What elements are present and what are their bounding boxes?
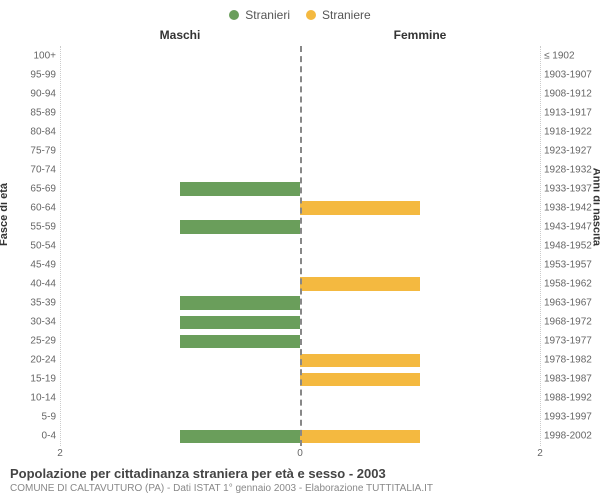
y-label-age: 70-74 — [0, 164, 56, 175]
gridline — [540, 46, 541, 446]
center-divider — [300, 46, 302, 446]
y-label-birth: 1938-1942 — [544, 202, 600, 213]
y-label-birth: 1908-1912 — [544, 88, 600, 99]
legend: Stranieri Straniere — [0, 0, 600, 22]
y-label-age: 95-99 — [0, 69, 56, 80]
x-tick-label: 0 — [297, 448, 303, 459]
y-label-age: 35-39 — [0, 298, 56, 309]
legend-swatch-male — [229, 10, 239, 20]
chart-footer: Popolazione per cittadinanza straniera p… — [10, 466, 590, 494]
bar-male — [180, 220, 300, 233]
chart-title: Popolazione per cittadinanza straniera p… — [10, 466, 590, 481]
y-label-birth: 1988-1992 — [544, 393, 600, 404]
y-label-age: 75-79 — [0, 145, 56, 156]
y-label-age: 15-19 — [0, 374, 56, 385]
column-title-female: Femmine — [300, 28, 600, 42]
column-title-male: Maschi — [0, 28, 300, 42]
legend-label-female: Straniere — [322, 8, 371, 22]
y-label-birth: 1943-1947 — [544, 221, 600, 232]
plot-area — [60, 46, 540, 446]
y-label-birth: 1903-1907 — [544, 69, 600, 80]
y-label-birth: ≤ 1902 — [544, 50, 600, 61]
chart-subtitle: COMUNE DI CALTAVUTURO (PA) - Dati ISTAT … — [10, 483, 590, 494]
y-label-birth: 1923-1927 — [544, 145, 600, 156]
y-label-birth: 1953-1957 — [544, 260, 600, 271]
y-label-birth: 1968-1972 — [544, 317, 600, 328]
bar-male — [180, 182, 300, 195]
y-label-birth: 1948-1952 — [544, 241, 600, 252]
y-label-age: 25-29 — [0, 336, 56, 347]
y-label-age: 0-4 — [0, 431, 56, 442]
y-axis-right-labels: ≤ 1902 1903-1907 1908-1912 1913-1917 1918-19… — [544, 46, 600, 446]
legend-swatch-female — [306, 10, 316, 20]
y-label-age: 80-84 — [0, 126, 56, 137]
chart-container: Stranieri Straniere Maschi Femmine Fasce… — [0, 0, 600, 500]
bar-male — [180, 335, 300, 348]
y-label-age: 50-54 — [0, 241, 56, 252]
y-label-birth: 1993-1997 — [544, 412, 600, 423]
y-label-age: 40-44 — [0, 279, 56, 290]
y-label-birth: 1913-1917 — [544, 107, 600, 118]
bar-male — [180, 430, 300, 443]
y-label-birth: 1983-1987 — [544, 374, 600, 385]
y-label-age: 55-59 — [0, 221, 56, 232]
y-axis-left-labels: 100+ 95-99 90-94 85-89 80-84 75-79 70-74 65-69 6… — [0, 46, 56, 446]
y-label-age: 90-94 — [0, 88, 56, 99]
y-label-birth: 1918-1922 — [544, 126, 600, 137]
y-label-age: 20-24 — [0, 355, 56, 366]
y-label-age: 100+ — [0, 50, 56, 61]
bar-female — [300, 277, 420, 290]
bar-female — [300, 201, 420, 214]
legend-item-female: Straniere — [306, 8, 371, 22]
y-label-birth: 1973-1977 — [544, 336, 600, 347]
legend-label-male: Stranieri — [245, 8, 290, 22]
y-label-birth: 1933-1937 — [544, 183, 600, 194]
y-label-age: 30-34 — [0, 317, 56, 328]
y-label-age: 65-69 — [0, 183, 56, 194]
y-label-birth: 1978-1982 — [544, 355, 600, 366]
bar-male — [180, 296, 300, 309]
y-label-birth: 1963-1967 — [544, 298, 600, 309]
x-tick-label: 2 — [57, 448, 63, 459]
bar-female — [300, 430, 420, 443]
y-label-age: 45-49 — [0, 260, 56, 271]
legend-item-male: Stranieri — [229, 8, 290, 22]
bar-female — [300, 373, 420, 386]
y-label-age: 60-64 — [0, 202, 56, 213]
bar-female — [300, 354, 420, 367]
column-titles: Maschi Femmine — [0, 28, 600, 42]
y-label-age: 10-14 — [0, 393, 56, 404]
y-label-birth: 1928-1932 — [544, 164, 600, 175]
x-tick-label: 2 — [537, 448, 543, 459]
y-label-age: 5-9 — [0, 412, 56, 423]
y-label-age: 85-89 — [0, 107, 56, 118]
bar-male — [180, 316, 300, 329]
y-label-birth: 1998-2002 — [544, 431, 600, 442]
y-label-birth: 1958-1962 — [544, 279, 600, 290]
